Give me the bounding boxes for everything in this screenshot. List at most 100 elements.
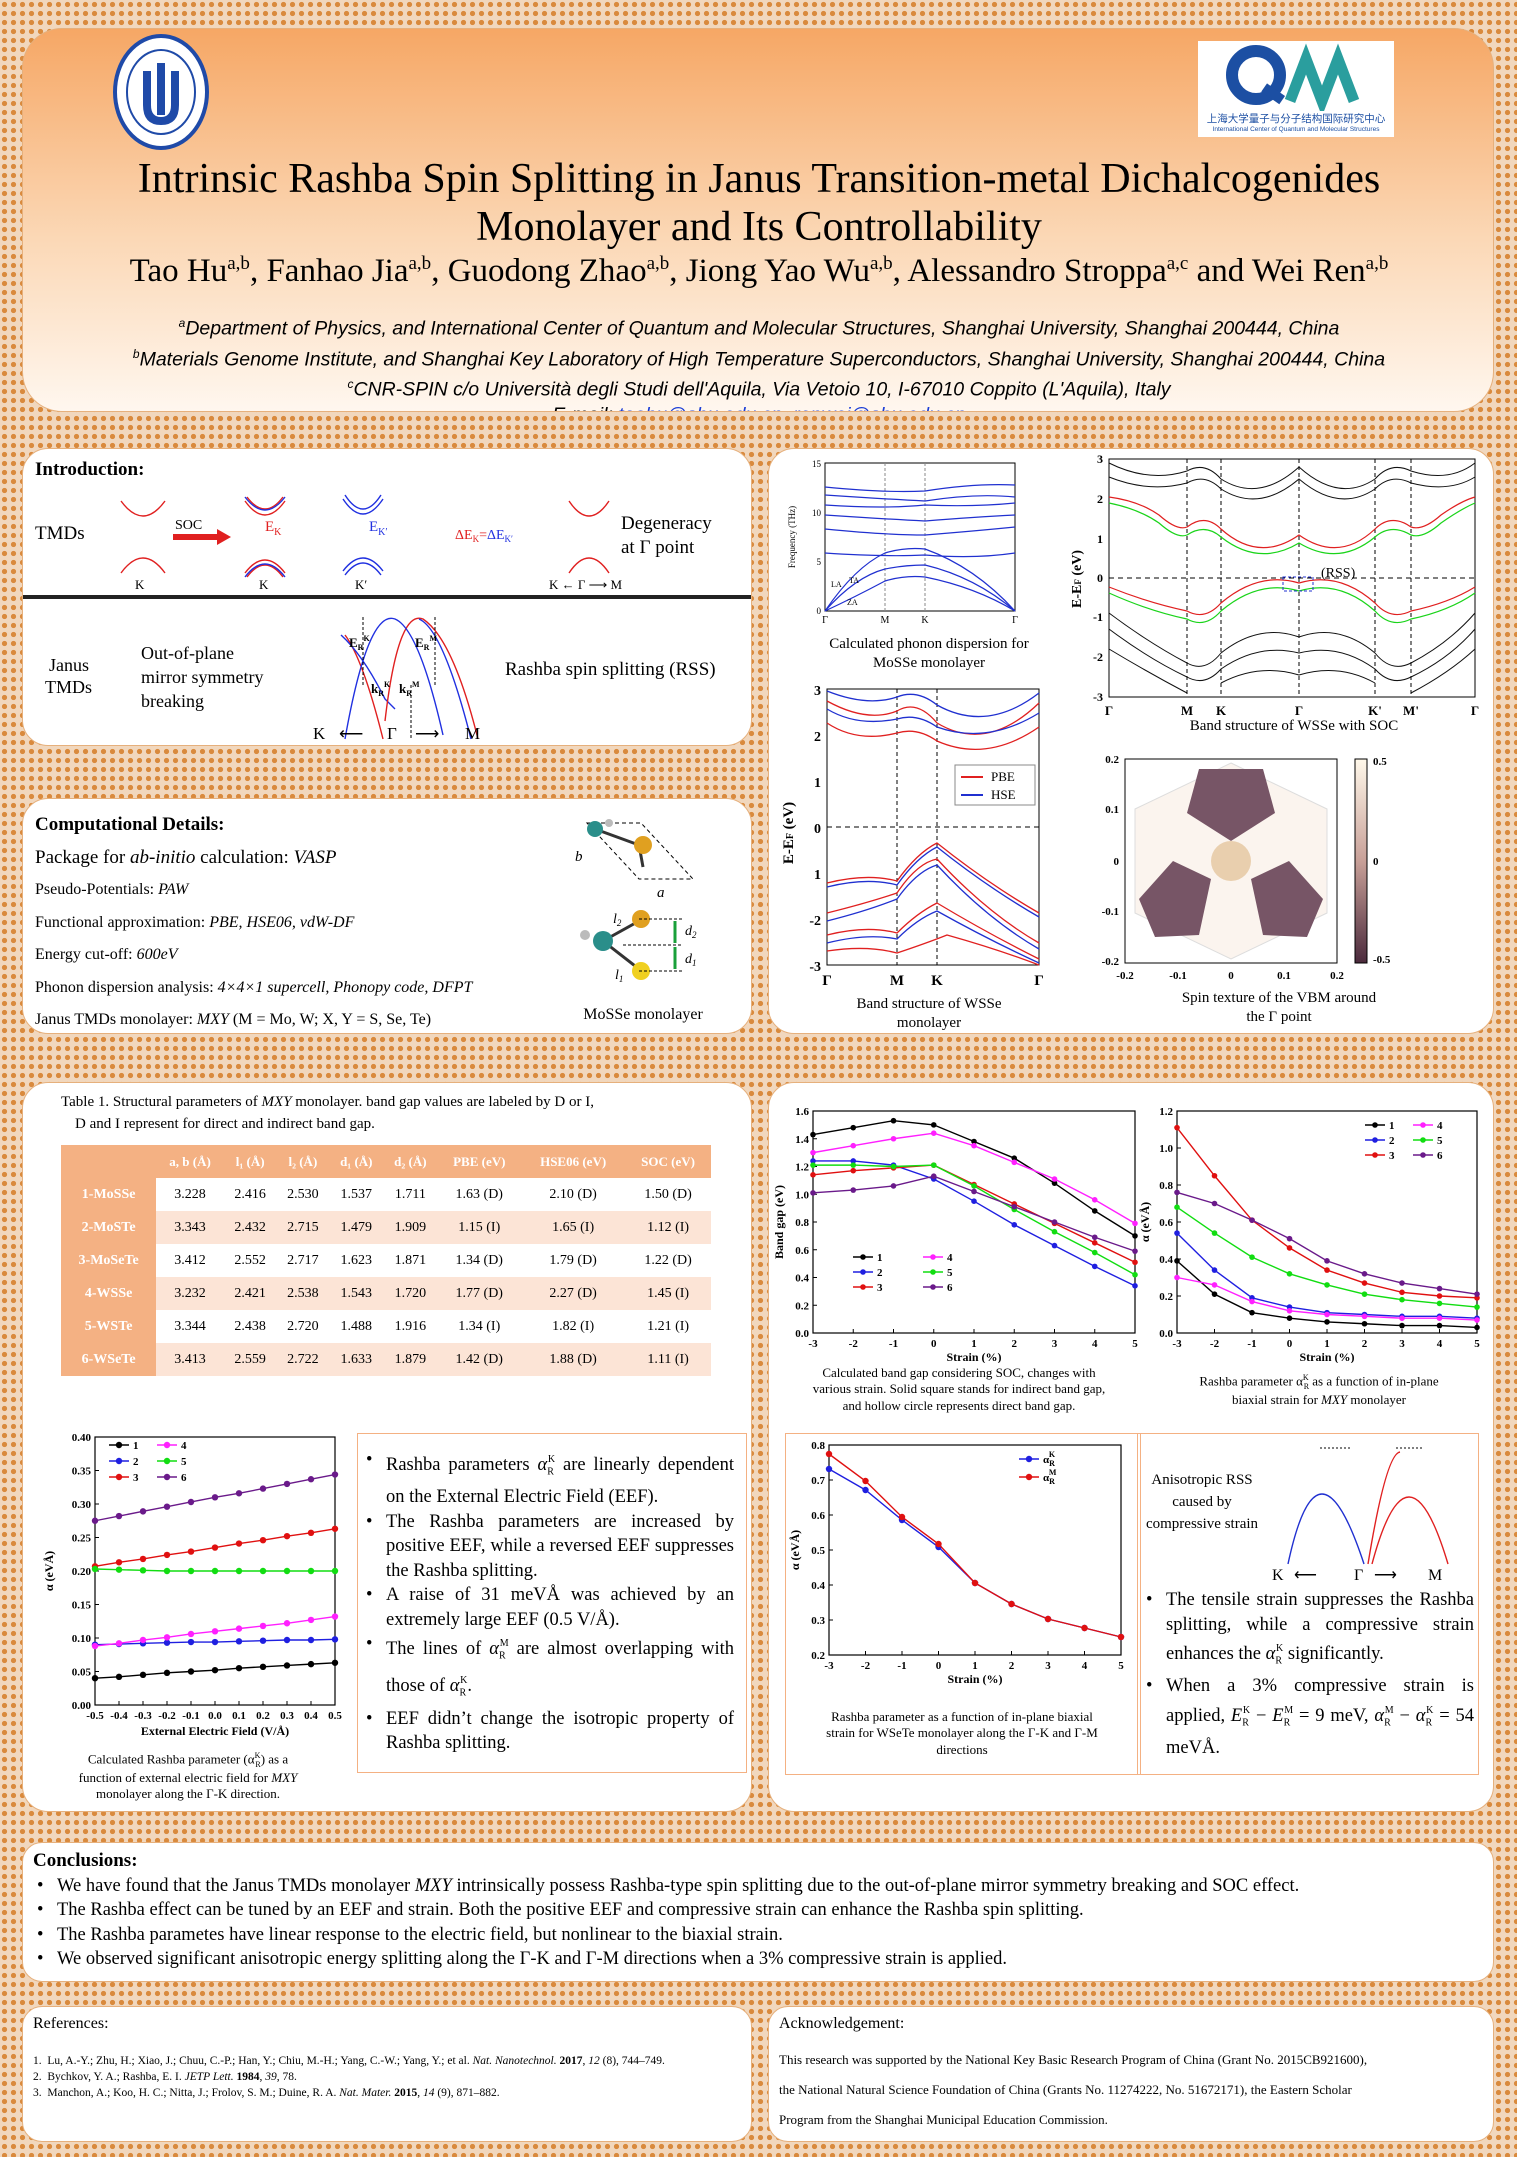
x-axis-label: External Electric Field (V/Å) [141,1724,289,1738]
y-tick-label: 0.20 [72,1566,92,1578]
svg-text:K: K [1216,703,1227,718]
table-cell: 1.871 [394,1252,427,1268]
references-list: 1. Lu, A.-Y.; Zhu, H.; Xiao, J.; Chuu, C… [33,2053,743,2101]
data-point [115,1566,123,1573]
data-point [211,1628,219,1635]
data-point [187,1630,195,1638]
svg-text:K: K [1272,1567,1284,1584]
data-point [1361,1320,1368,1327]
legend-marker [1420,1122,1426,1128]
wsete-strain-chart: 0.2 0.3 0.4 0.5 0.6 0.7 0.8 -3 -2 -1 0 1 2 3 4 5 Strain … [789,1440,1125,1686]
structure-table: a, b (Å) l₁ (Å) l₂ (Å) d₁ (Å) d₂ (Å) PBE (eV)… [61,1145,711,1376]
data-point [139,1671,147,1679]
x-tick-label: 3 [1045,1660,1051,1672]
comp-func: Functional approximation: PBE, HSE06, vd… [35,913,355,931]
table-cell: 3.413 [156,1343,224,1376]
data-point [1211,1230,1218,1236]
legend-marker [1420,1152,1426,1158]
email-link-1[interactable]: taohu@shu.edu.cn [618,404,782,412]
svg-text:1: 1 [1097,532,1103,546]
data-point [187,1498,195,1506]
legend-label: 3 [133,1472,139,1484]
author-affil-sup: a,b [1365,253,1389,274]
data-point [1474,1304,1480,1310]
table-header-cell [61,1145,157,1178]
svg-text:-3: -3 [1093,690,1103,704]
svg-text:0: 0 [1228,970,1234,982]
table-cell: 2.416 [234,1186,266,1202]
data-point [163,1551,171,1559]
data-point [1286,1271,1293,1277]
legend-marker [163,1473,171,1481]
y-tick-label: 0.0 [1159,1328,1173,1340]
table-row-header: 1-MoSSe [61,1178,157,1211]
data-point [307,1567,315,1575]
y-tick-label: 0.6 [1159,1217,1173,1229]
svg-text:Frequency (THz): Frequency (THz) [787,506,797,568]
svg-text:0.2: 0.2 [1330,970,1344,982]
x-tick-label: 5 [1474,1338,1480,1350]
data-point [1324,1319,1330,1325]
legend-marker [1420,1137,1426,1143]
table-header-cell: d₂ (Å) [383,1145,438,1178]
rss-label: Rashba spin splitting (RSS) [505,659,716,680]
series-line-2 [828,1453,1122,1638]
data-point [1051,1219,1058,1225]
table-cell: 3.344 [174,1318,206,1334]
legend-label: 6 [181,1472,187,1484]
svg-text:-0.1: -0.1 [1102,906,1119,918]
svg-text:-0.5: -0.5 [1373,954,1391,966]
intro-heading: Introduction: [35,459,145,480]
table-cell: 1.77 (D) [437,1277,522,1310]
data-point [139,1636,147,1644]
table-header-cell: l₁ (Å) [223,1145,277,1178]
shanghai-university-logo [111,33,211,151]
legend-label: 3 [1389,1150,1395,1162]
legend-marker [115,1441,123,1449]
data-point [810,1131,816,1138]
phonon-dispersion-plot: Frequency (THz) 0 5 10 15 Γ M K Γ LA TA ZA [787,459,1018,626]
svg-text:⟵: ⟵ [1294,1567,1317,1584]
svg-text:Γ: Γ [1105,703,1113,718]
svg-text:Γ: Γ [1354,1567,1363,1584]
table-eef-panel: Table 1. Structural parameters of MXY mo… [22,1082,752,1812]
svg-text:1: 1 [814,776,821,791]
affiliation-c: cCNR-SPIN c/o Università degli Studi del… [347,377,1171,401]
legend-marker [163,1441,171,1449]
title-line-1: Intrinsic Rashba Spin Splitting in Janus… [137,156,1381,202]
y-tick-label: 0.35 [72,1466,92,1478]
table-cell: 2.421 [223,1277,277,1310]
svg-text:Γ: Γ [1471,703,1479,718]
delta-e-equation: ΔEK=ΔEK′ [455,528,513,544]
svg-text:-0.2: -0.2 [1116,970,1134,982]
ekp-label: EK′ [369,519,388,538]
y-tick-label: 1.2 [795,1162,809,1174]
data-point [163,1567,171,1575]
data-point [307,1660,315,1668]
x-tick-label: 0.4 [304,1710,318,1722]
comp-ecut: Energy cut-off: 600eV [35,946,178,963]
x-tick-label: 5 [1132,1338,1138,1350]
data-point [850,1167,857,1174]
table-cell: 1.11 (I) [625,1343,711,1376]
y-tick-label: 0.8 [1159,1180,1173,1192]
band-soc-caption: Band structure of WSSe with SOC [1189,718,1399,734]
data-point [1117,1633,1125,1641]
table-cell: 1.42 (D) [437,1343,522,1376]
intro-diagram: TMDs SOC EK EK′ ΔEK=ΔEK′ Degeneracy at Γ… [23,494,751,743]
ek-label: EK [265,519,282,538]
svg-text:0.1: 0.1 [1277,970,1291,982]
svg-text:-0.2: -0.2 [1102,956,1120,968]
table-header-cell: SOC (eV) [625,1145,711,1178]
data-point [1132,1220,1138,1227]
table-cell: 2.438 [234,1318,266,1334]
data-point [1324,1267,1330,1273]
plot-frame [1176,1110,1478,1334]
table-cell: 1.537 [340,1186,373,1202]
data-point [971,1183,977,1189]
y-tick-label: 0.00 [72,1700,92,1712]
gap-caption: Calculated band gap considering SOC, cha… [812,1365,1106,1413]
email-link-2[interactable]: renwei@shu.edu.cn [793,404,966,412]
data-point [1324,1282,1330,1288]
